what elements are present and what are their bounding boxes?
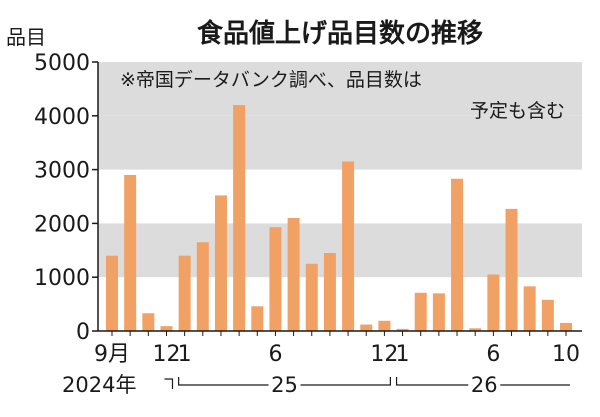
bar (214, 195, 227, 331)
grid-bands (98, 62, 582, 278)
bar (451, 178, 464, 331)
y-tick-label: 1000 (34, 266, 90, 291)
bar (142, 313, 155, 331)
bar (196, 242, 209, 331)
bar (251, 306, 264, 331)
x-tick-label: 1 (396, 342, 410, 367)
x-tick-label: 6 (268, 342, 282, 367)
x-tick-label: 6 (486, 342, 500, 367)
grid-band (98, 62, 582, 116)
bar (106, 255, 118, 331)
bar (560, 322, 572, 331)
bar (487, 274, 500, 331)
bar (342, 161, 355, 331)
bar (414, 292, 427, 331)
year-bracket (395, 377, 469, 386)
year-label: 25 (271, 373, 298, 397)
bar (287, 218, 300, 331)
bar (396, 328, 409, 331)
x-tick-label: 9月 (94, 342, 130, 367)
y-tick-label: 4000 (34, 105, 90, 130)
y-tick-label: 5000 (34, 51, 90, 76)
x-tick-label: 12 (152, 342, 180, 367)
y-axis: 0 1000 2000 3000 4000 5000 (34, 51, 99, 345)
note-line-2: 予定も含む (470, 100, 565, 122)
x-tick-label: 10 (552, 342, 580, 367)
year-label: 2024年 (62, 373, 136, 397)
bar (124, 174, 137, 331)
chart-title: 食品値上げ品目数の推移 (197, 18, 483, 49)
y-tick-label: 3000 (34, 159, 90, 184)
bar (160, 326, 173, 331)
y-tick-label: 2000 (34, 212, 90, 237)
bar (323, 252, 336, 331)
bar (432, 293, 445, 331)
bar (523, 286, 536, 331)
bar (505, 208, 518, 331)
grid-band (98, 115, 582, 170)
bars (106, 105, 572, 331)
y-axis-unit: 品目 (6, 25, 46, 49)
bar (269, 227, 282, 331)
year-axis: 2024年 25 26 (62, 373, 570, 397)
x-tick-label: 12 (370, 342, 398, 367)
year-bracket (178, 377, 269, 386)
x-tick-label: 1 (178, 342, 192, 367)
year-bracket (300, 377, 391, 386)
bar (178, 255, 191, 331)
bar (541, 299, 554, 331)
note-line-1: ※帝国データバンク調べ、品目数は (120, 69, 422, 91)
bar (360, 324, 373, 331)
year-label: 26 (471, 373, 498, 397)
y-tick-label: 0 (76, 320, 90, 345)
year-bracket (164, 378, 174, 389)
bar (469, 328, 482, 331)
x-axis: 9月 121 6 121 6 10 (94, 330, 582, 367)
bar (378, 320, 391, 331)
bar (305, 263, 318, 331)
bar (233, 105, 246, 331)
